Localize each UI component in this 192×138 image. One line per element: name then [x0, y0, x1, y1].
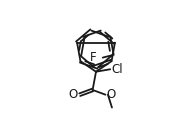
- Text: O: O: [68, 88, 77, 101]
- Text: O: O: [106, 88, 115, 101]
- Text: Cl: Cl: [111, 63, 123, 76]
- Text: F: F: [90, 51, 97, 64]
